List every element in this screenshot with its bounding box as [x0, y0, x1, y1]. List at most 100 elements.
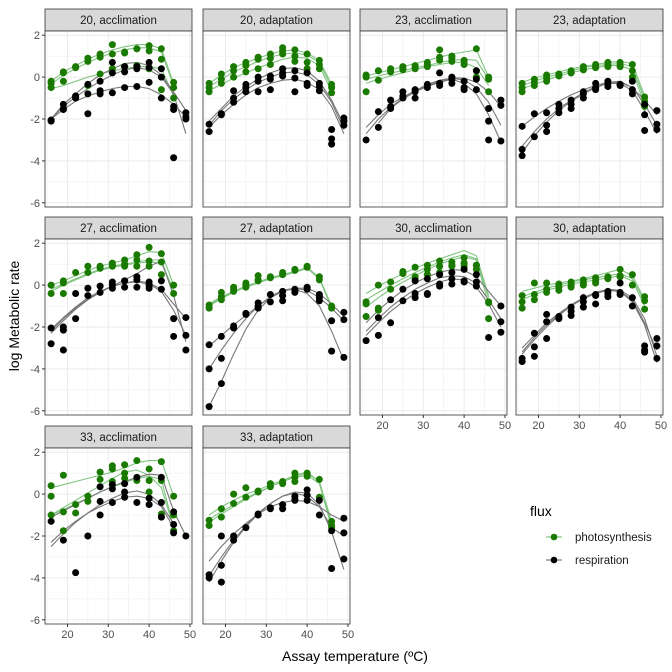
- photosynthesis-point: [472, 45, 480, 53]
- photosynthesis-point: [579, 281, 587, 289]
- respiration-point: [485, 105, 493, 113]
- respiration-point: [217, 532, 225, 540]
- respiration-point: [579, 94, 587, 102]
- respiration-point: [460, 77, 468, 85]
- photosynthesis-point: [303, 263, 311, 271]
- panel: 33, acclimation -6 -4 -2 0 2 20 30 40 50: [30, 425, 196, 641]
- photosynthesis-point: [387, 67, 395, 75]
- respiration-point: [242, 88, 250, 96]
- respiration-point: [411, 94, 419, 102]
- respiration-fit-line: [208, 288, 345, 407]
- panel: 23, acclimation: [359, 8, 508, 208]
- photosynthesis-point: [374, 306, 382, 314]
- respiration-fit-line: [365, 278, 502, 336]
- respiration-fit-line: [50, 260, 187, 342]
- respiration-point: [387, 96, 395, 104]
- respiration-point: [411, 277, 419, 285]
- facet-label: 30, adaptation: [553, 223, 626, 235]
- photosynthesis-point: [170, 281, 178, 289]
- respiration-point: [303, 285, 311, 293]
- respiration-point: [84, 284, 92, 292]
- legend-key-respiration-point: [550, 556, 558, 564]
- x-axis-title: Assay temperature (ºC): [282, 648, 428, 664]
- photosynthesis-point: [205, 522, 213, 530]
- photosynthesis-point: [84, 269, 92, 277]
- photosynthesis-point: [628, 67, 636, 75]
- respiration-point: [217, 380, 225, 388]
- photosynthesis-point: [399, 65, 407, 73]
- photosynthesis-point: [145, 47, 153, 55]
- respiration-point: [628, 302, 636, 310]
- respiration-point: [121, 488, 129, 496]
- photosynthesis-point: [328, 84, 336, 92]
- photosynthesis-point: [592, 279, 600, 287]
- respiration-point: [121, 480, 129, 488]
- respiration-point: [436, 271, 444, 279]
- photosynthesis-point: [567, 283, 575, 291]
- photosynthesis-point: [230, 67, 238, 75]
- y-tick-label: 0: [34, 280, 40, 292]
- respiration-point: [653, 120, 661, 128]
- photosynthesis-point: [145, 465, 153, 473]
- respiration-point: [497, 318, 505, 326]
- respiration-point: [266, 505, 274, 513]
- respiration-point: [47, 517, 55, 525]
- photosynthesis-point: [205, 88, 213, 96]
- photosynthesis-point: [303, 58, 311, 66]
- photosynthesis-point: [59, 289, 67, 297]
- respiration-point: [157, 285, 165, 293]
- photosynthesis-point: [328, 89, 336, 97]
- legend-title: flux: [530, 503, 552, 519]
- photosynthesis-point: [436, 262, 444, 270]
- respiration-point: [266, 75, 274, 83]
- legend-label-respiration: respiration: [575, 555, 629, 567]
- respiration-point: [170, 106, 178, 114]
- respiration-point: [411, 289, 419, 297]
- x-tick-label: 30: [573, 420, 585, 432]
- respiration-point: [592, 291, 600, 299]
- photosynthesis-point: [460, 254, 468, 262]
- facet-label: 33, adaptation: [240, 432, 313, 444]
- respiration-point: [182, 314, 190, 322]
- respiration-point: [303, 496, 311, 504]
- photosynthesis-point: [157, 250, 165, 258]
- respiration-point: [96, 288, 104, 296]
- photosynthesis-point: [555, 72, 563, 80]
- respiration-point: [328, 527, 336, 535]
- photosynthesis-point: [530, 81, 538, 89]
- respiration-point: [423, 275, 431, 283]
- photosynthesis-point: [423, 61, 431, 69]
- respiration-point: [121, 283, 129, 291]
- respiration-point: [279, 292, 287, 300]
- respiration-point: [641, 127, 649, 135]
- photosynthesis-point: [374, 67, 382, 75]
- respiration-point: [254, 88, 262, 96]
- photosynthesis-point: [121, 262, 129, 270]
- respiration-point: [423, 84, 431, 92]
- respiration-point: [242, 524, 250, 532]
- photosynthesis-point: [399, 267, 407, 275]
- panel: 30, adaptation 20 30 40 50: [515, 216, 667, 432]
- respiration-point: [543, 310, 551, 318]
- respiration-point: [399, 285, 407, 293]
- x-tick-label: 50: [655, 420, 667, 432]
- respiration-point: [472, 271, 480, 279]
- y-tick-label: -2: [30, 322, 40, 334]
- panel-border: [359, 238, 508, 416]
- x-tick-label: 50: [499, 420, 511, 432]
- photosynthesis-point: [362, 298, 370, 306]
- respiration-point: [628, 90, 636, 98]
- photosynthesis-point: [84, 57, 92, 65]
- photosynthesis-point: [230, 490, 238, 498]
- respiration-point: [279, 72, 287, 80]
- respiration-point: [567, 311, 575, 319]
- respiration-point: [170, 315, 178, 323]
- respiration-point: [518, 358, 526, 366]
- respiration-point: [157, 473, 165, 481]
- respiration-point: [205, 574, 213, 582]
- facet-label: 27, adaptation: [240, 223, 313, 235]
- panel: 23, adaptation: [515, 8, 664, 208]
- y-tick-label: 2: [34, 447, 40, 459]
- respiration-point: [59, 536, 67, 544]
